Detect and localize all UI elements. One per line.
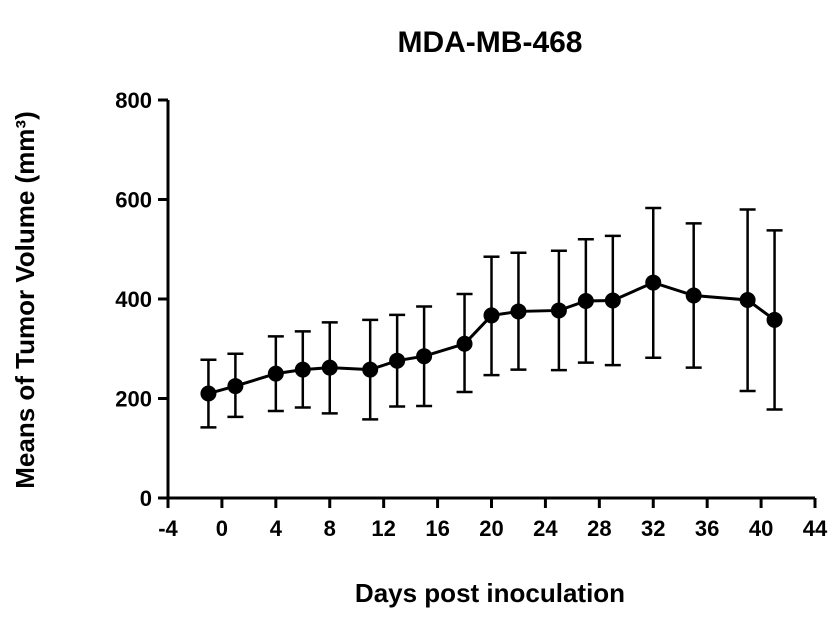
x-tick-label: 20 [479,516,503,541]
x-tick-label: 24 [533,516,558,541]
data-point [227,378,244,395]
x-tick-label: 28 [587,516,611,541]
data-point [389,352,406,369]
data-point [456,335,473,352]
x-tick-label: 12 [371,516,395,541]
data-point [510,303,527,320]
data-point [321,359,338,376]
data-point [685,287,702,304]
y-axis: 0 200 400 600 800 [115,88,170,511]
y-tick-label: 600 [115,188,152,213]
x-tick-label: 0 [216,516,228,541]
data-point [766,311,783,328]
data-point [294,361,311,378]
y-tick-label: 400 [115,287,152,312]
data-point [739,291,756,308]
y-tick-label: 200 [115,387,152,412]
x-axis: -4 0 4 8 12 16 20 24 28 32 36 40 44 [158,496,828,541]
data-point [483,307,500,324]
data-point [604,292,621,309]
chart-title: MDA-MB-468 [397,26,582,59]
data-point [267,365,284,382]
data-point [362,361,379,378]
data-point [200,385,217,402]
data-point [550,302,567,319]
x-tick-label: 4 [270,516,283,541]
y-axis-label: Means of Tumor Volume (mm³) [10,111,40,489]
data-point [416,348,433,365]
x-tick-label: -4 [158,516,178,541]
plot-area [200,206,783,429]
data-point [577,292,594,309]
y-tick-label: 800 [115,88,152,113]
x-tick-label: 44 [803,516,828,541]
y-tick-label: 0 [140,486,152,511]
x-tick-label: 16 [425,516,449,541]
x-tick-label: 8 [324,516,336,541]
x-tick-label: 36 [695,516,719,541]
x-axis-label: Days post inoculation [355,578,625,608]
data-point [645,274,662,291]
x-tick-label: 40 [749,516,773,541]
x-tick-label: 32 [641,516,665,541]
